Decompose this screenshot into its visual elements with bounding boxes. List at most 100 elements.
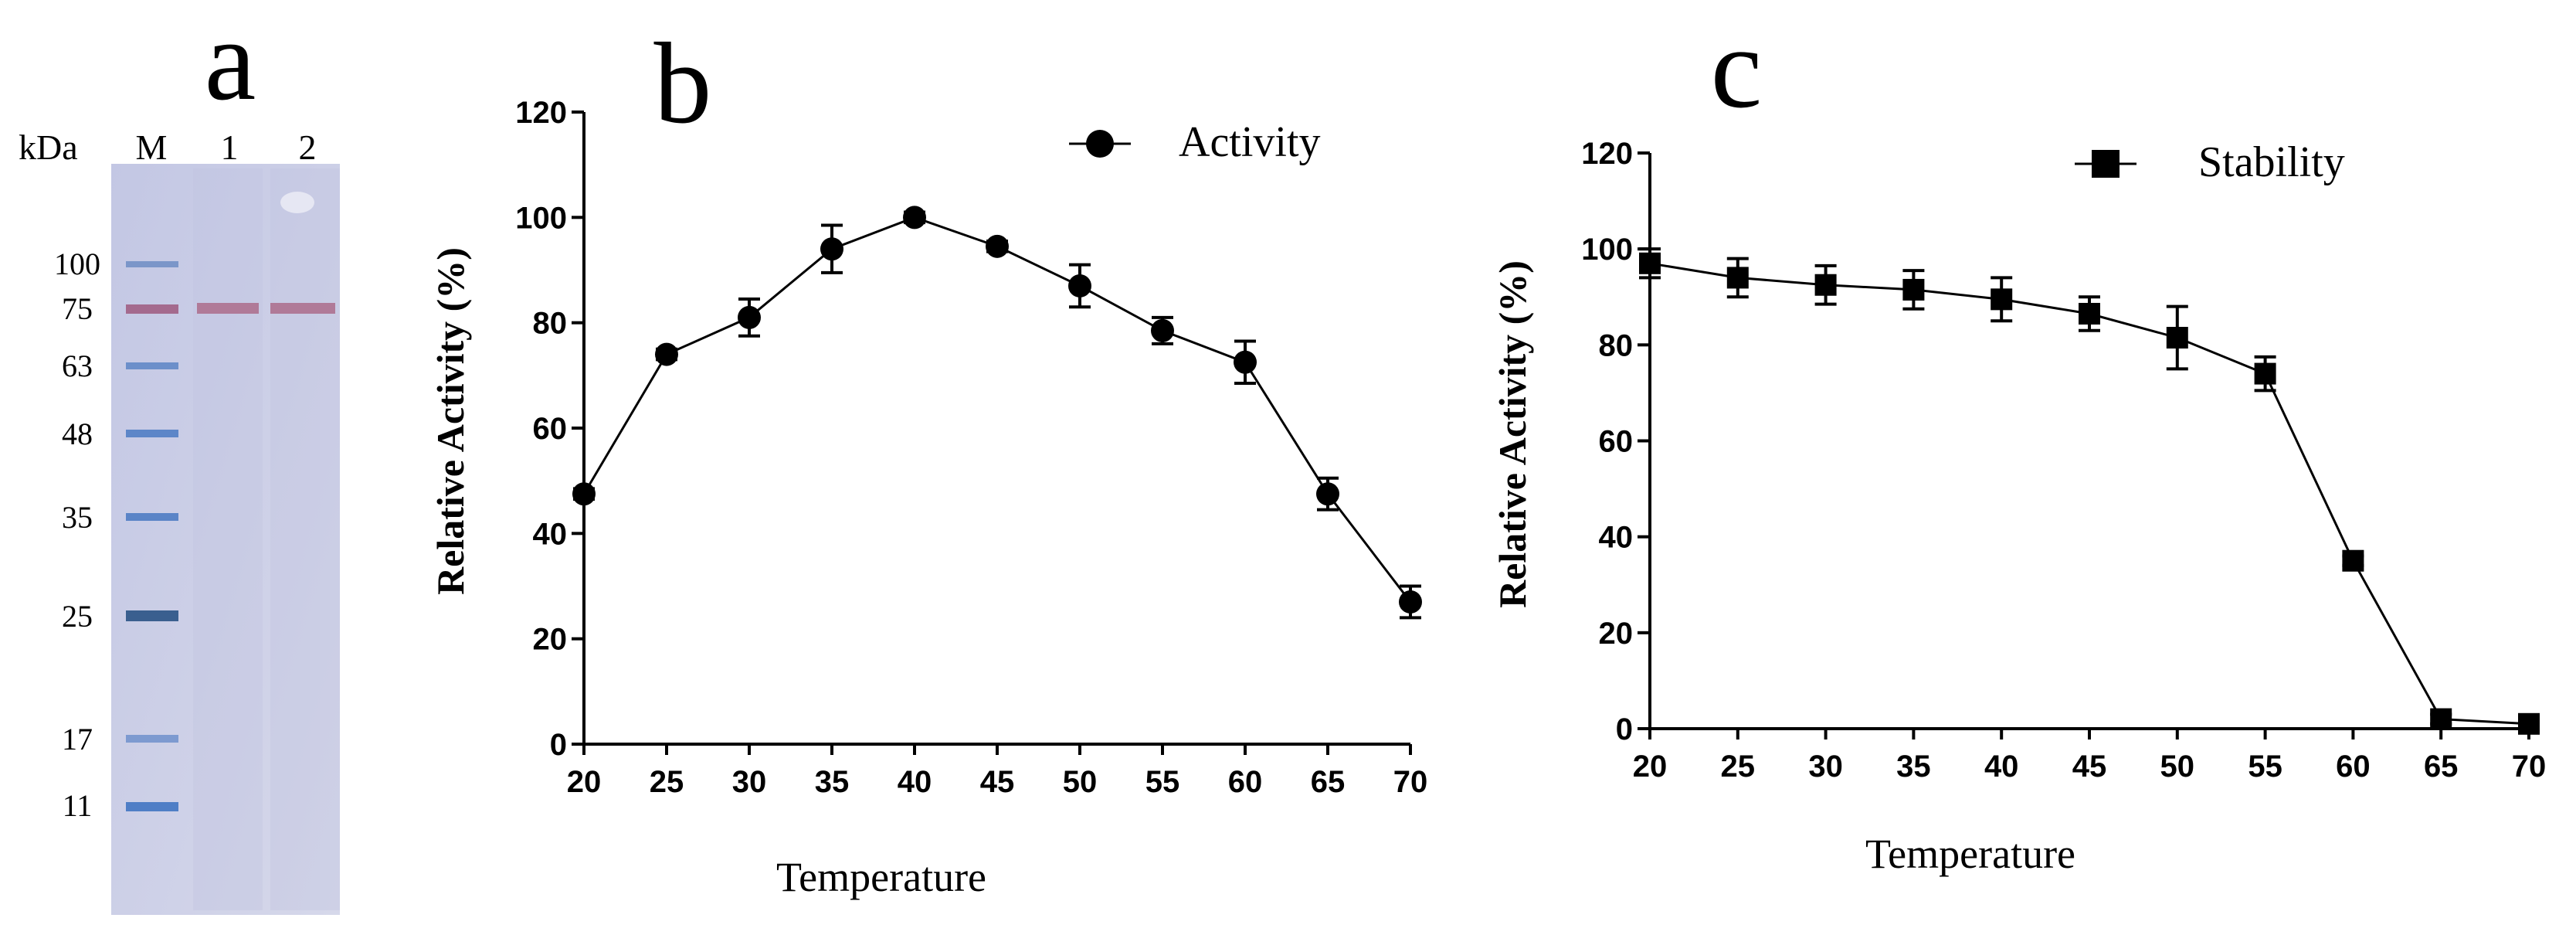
activity-data-point — [1316, 482, 1339, 506]
activity-y-tick-label: 100 — [515, 201, 567, 235]
activity-y-tick-label: 40 — [533, 517, 568, 551]
gel-panel: a kDa M 1 2 100 75 63 48 35 25 17 11 — [19, 0, 340, 915]
stability-data-point — [2079, 302, 2100, 325]
stability-x-tick-label: 45 — [2072, 750, 2107, 784]
sample-band-lane-2 — [270, 303, 335, 314]
stability-data-point — [1902, 278, 1925, 301]
stability-data-point — [1814, 274, 1837, 296]
marker-label-75: 75 — [62, 291, 93, 326]
ladder-band-63 — [126, 362, 178, 369]
activity-data-point — [1234, 350, 1257, 374]
stability-data-point — [1639, 252, 1661, 274]
activity-x-tick-label: 30 — [732, 765, 767, 799]
gel-lane-2-streak — [270, 168, 340, 910]
activity-legend-label: Activity — [1179, 118, 1321, 166]
panel-label-b: b — [654, 19, 712, 148]
stability-x-tick-label: 20 — [1633, 750, 1668, 784]
ladder-band-100 — [126, 261, 178, 267]
stability-x-tick-label: 55 — [2248, 750, 2282, 784]
activity-data-point — [820, 237, 843, 261]
gel-lane-2: 2 — [299, 128, 317, 167]
stability-data-point — [2430, 708, 2452, 730]
marker-label-100: 100 — [54, 246, 100, 281]
stability-y-tick-label: 100 — [1581, 233, 1633, 267]
activity-data-point — [903, 206, 926, 230]
activity-x-tick-label: 60 — [1228, 765, 1263, 799]
stability-legend-label: Stability — [2198, 138, 2345, 186]
panel-label-a: a — [205, 0, 256, 124]
stability-data-point — [2518, 712, 2540, 735]
activity-x-tick-label: 40 — [898, 765, 932, 799]
stability-x-tick-label: 30 — [1808, 750, 1843, 784]
stability-y-tick-label: 60 — [1599, 425, 1634, 459]
panel-label-c: c — [1711, 4, 1763, 132]
stability-x-tick-label: 50 — [2160, 750, 2195, 784]
gel-well-artifact — [280, 192, 314, 213]
activity-y-tick-label: 20 — [533, 623, 568, 657]
marker-label-35: 35 — [62, 500, 93, 535]
stability-y-tick-label: 40 — [1599, 521, 1634, 555]
ladder-band-75 — [126, 304, 178, 314]
activity-x-tick-label: 45 — [980, 765, 1015, 799]
activity-x-tick-label: 65 — [1311, 765, 1346, 799]
gel-lane-marker: M — [136, 128, 168, 167]
activity-data-point — [1399, 590, 1422, 614]
ladder-band-35 — [126, 513, 178, 521]
activity-x-tick-label: 70 — [1393, 765, 1428, 799]
gel-lane-1: 1 — [221, 128, 239, 167]
activity-y-tick-label: 120 — [515, 96, 567, 130]
stability-x-tick-label: 65 — [2424, 750, 2459, 784]
activity-y-axis-label: Relative Activity (%) — [429, 247, 472, 595]
stability-x-tick-label: 60 — [2336, 750, 2371, 784]
activity-x-tick-label: 20 — [567, 765, 602, 799]
activity-series-line — [582, 216, 1412, 603]
stability-x-axis-label: Temperature — [1865, 831, 2075, 877]
gel-lane-1-streak — [193, 168, 263, 910]
activity-data-point — [738, 305, 761, 329]
ladder-band-25 — [126, 610, 178, 621]
stability-x-tick-label: 40 — [1984, 750, 2019, 784]
activity-data-point — [986, 234, 1009, 258]
activity-x-tick-label: 25 — [650, 765, 684, 799]
marker-label-25: 25 — [62, 599, 93, 634]
activity-chart: b Relative Activity (%) Temperature Acti… — [429, 19, 1427, 900]
activity-data-point — [572, 482, 596, 506]
ladder-band-17 — [126, 735, 178, 743]
stability-data-point — [2166, 327, 2188, 349]
gel-kda-label: kDa — [19, 128, 78, 167]
stability-y-tick-label: 0 — [1616, 712, 1633, 746]
stability-x-tick-label: 70 — [2512, 750, 2547, 784]
stability-chart: c Relative Activity (%) Temperature Stab… — [1491, 4, 2546, 877]
stability-x-tick-label: 25 — [1721, 750, 1756, 784]
stability-x-tick-label: 35 — [1896, 750, 1931, 784]
stability-y-tick-label: 80 — [1599, 328, 1634, 362]
stability-data-point — [2342, 549, 2364, 572]
activity-legend-marker — [1086, 130, 1114, 158]
activity-x-tick-label: 35 — [815, 765, 850, 799]
stability-series-line — [1649, 262, 2530, 726]
activity-x-tick-label: 55 — [1145, 765, 1180, 799]
gel-image — [111, 164, 340, 915]
stability-y-tick-label: 20 — [1599, 617, 1634, 651]
activity-data-point — [1151, 318, 1174, 342]
marker-label-11: 11 — [63, 788, 93, 823]
stability-y-tick-label: 120 — [1581, 137, 1633, 171]
activity-y-tick-label: 80 — [533, 307, 568, 341]
activity-x-axis-label: Temperature — [776, 854, 986, 900]
marker-label-48: 48 — [62, 416, 93, 451]
marker-label-17: 17 — [62, 722, 93, 756]
marker-label-63: 63 — [62, 348, 93, 383]
activity-x-tick-label: 50 — [1063, 765, 1098, 799]
stability-data-point — [2254, 362, 2276, 385]
stability-data-point — [1991, 288, 2013, 311]
ladder-band-11 — [126, 802, 178, 811]
activity-data-point — [655, 342, 678, 366]
activity-y-tick-label: 0 — [550, 728, 567, 762]
activity-y-tick-label: 60 — [533, 412, 568, 446]
stability-data-point — [1726, 267, 1749, 289]
stability-legend-marker — [2092, 150, 2120, 178]
ladder-band-48 — [126, 430, 178, 437]
